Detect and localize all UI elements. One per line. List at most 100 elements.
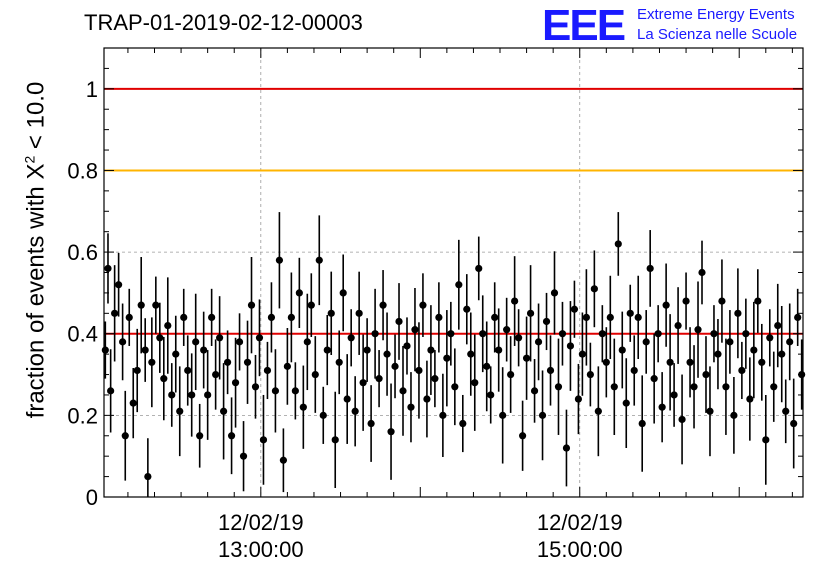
data-point — [778, 350, 786, 358]
data-point — [507, 370, 515, 379]
data-point — [511, 297, 519, 305]
data-point — [235, 338, 244, 346]
data-point — [590, 285, 598, 293]
data-point — [586, 370, 594, 379]
data-point — [526, 309, 535, 317]
data-point — [343, 395, 351, 403]
data-point — [327, 309, 335, 317]
data-point — [515, 334, 523, 342]
data-point — [200, 346, 208, 354]
x-tick-label-time: 13:00:00 — [218, 537, 304, 562]
data-point — [387, 428, 395, 436]
x-tick-label-time: 15:00:00 — [537, 537, 623, 562]
data-point — [307, 301, 315, 309]
data-point — [714, 350, 722, 358]
data-point — [630, 366, 638, 375]
data-point — [363, 346, 371, 354]
data-point — [678, 415, 686, 424]
data-point — [554, 383, 563, 391]
data-point — [602, 358, 610, 366]
data-point — [754, 297, 762, 305]
data-point — [399, 387, 407, 395]
data-point — [251, 383, 260, 391]
data-point — [156, 334, 164, 342]
data-point — [459, 419, 467, 428]
data-point — [184, 366, 192, 375]
data-point — [558, 330, 567, 338]
data-point — [121, 432, 129, 440]
data-point — [451, 383, 459, 391]
data-point — [419, 301, 427, 309]
data-point — [137, 301, 145, 309]
data-point — [598, 330, 606, 338]
logo-mark: EEE — [542, 1, 626, 50]
data-point — [104, 264, 112, 273]
data-point — [670, 391, 678, 399]
data-point — [371, 330, 379, 338]
data-point — [782, 407, 790, 415]
data-point — [566, 342, 575, 350]
data-point — [367, 419, 375, 428]
data-point — [626, 309, 634, 317]
data-point — [443, 354, 451, 362]
data-point — [168, 391, 176, 399]
data-point — [231, 379, 240, 387]
data-point — [618, 346, 626, 354]
data-point — [546, 366, 555, 375]
data-point — [152, 301, 160, 309]
data-point — [111, 309, 119, 317]
data-point — [702, 370, 710, 379]
data-point — [303, 338, 311, 346]
data-point — [491, 313, 499, 321]
data-point — [674, 321, 682, 330]
y-tick-label: 0.6 — [67, 240, 98, 265]
data-point — [706, 407, 714, 415]
data-point — [542, 317, 551, 326]
data-point — [395, 317, 403, 326]
data-point — [180, 313, 188, 321]
data-point — [770, 383, 778, 391]
data-point — [415, 366, 423, 375]
data-point — [622, 399, 630, 407]
data-point — [503, 326, 511, 334]
data-point — [247, 301, 256, 309]
data-point — [534, 338, 543, 346]
data-point — [283, 362, 291, 370]
data-point — [762, 436, 770, 444]
data-point — [730, 411, 738, 419]
data-point — [638, 419, 646, 428]
data-point — [279, 456, 288, 464]
data-point — [129, 399, 137, 407]
data-point — [439, 411, 447, 419]
data-point — [499, 411, 507, 419]
data-point — [220, 407, 228, 415]
data-point — [331, 436, 339, 444]
data-point — [463, 305, 471, 313]
data-point — [594, 407, 602, 415]
data-point — [423, 395, 431, 403]
data-point — [738, 366, 746, 375]
data-point — [734, 309, 742, 317]
data-point — [141, 346, 149, 354]
data-point — [148, 358, 156, 366]
x-tick-label-date: 12/02/19 — [537, 510, 623, 535]
y-tick-label: 0 — [86, 485, 98, 510]
data-point — [119, 338, 127, 346]
data-point — [722, 383, 730, 391]
data-point — [766, 334, 774, 342]
data-point — [295, 289, 303, 297]
data-point — [455, 281, 463, 289]
data-point — [275, 256, 284, 264]
data-point — [133, 366, 141, 375]
data-point — [726, 338, 734, 346]
data-point — [666, 358, 674, 366]
data-point — [682, 297, 690, 305]
data-point — [483, 362, 491, 370]
data-point — [216, 334, 224, 342]
data-point — [538, 411, 547, 419]
data-point — [487, 391, 495, 399]
data-point — [255, 334, 264, 342]
data-point — [351, 407, 359, 415]
data-point — [431, 375, 439, 383]
